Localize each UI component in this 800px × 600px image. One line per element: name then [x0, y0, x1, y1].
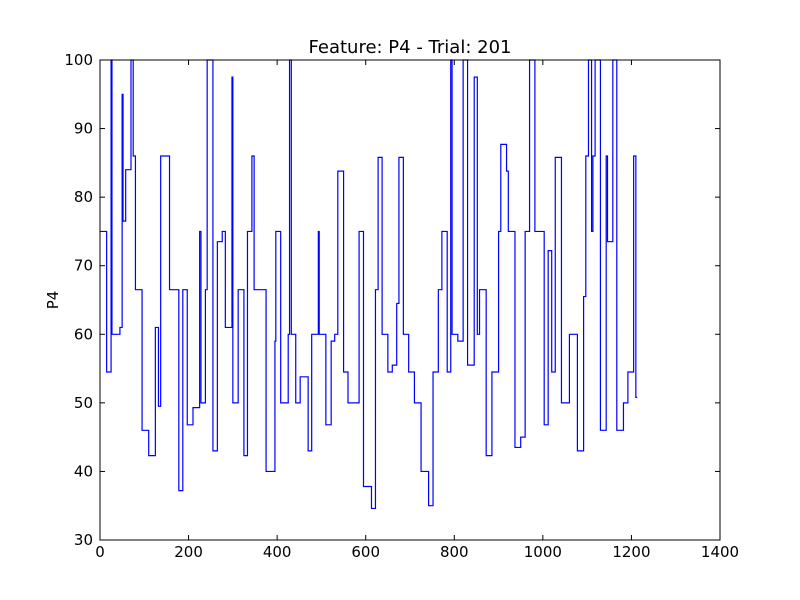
x-tick-label: 200	[174, 543, 203, 561]
x-tick-label: 0	[95, 543, 105, 561]
x-tick-label: 1400	[701, 543, 739, 561]
y-tick-label: 60	[74, 325, 93, 343]
y-tick-label: 90	[74, 120, 93, 138]
series-line-p4	[100, 59, 638, 510]
x-tick-label: 400	[263, 543, 292, 561]
x-tick-label: 1200	[612, 543, 650, 561]
y-axis-label: P4	[44, 291, 62, 310]
y-tick-label: 100	[64, 51, 93, 69]
x-tick-label: 1000	[524, 543, 562, 561]
y-tick-label: 40	[74, 462, 93, 480]
y-tick-label: 30	[74, 531, 93, 549]
x-tick-label: 800	[440, 543, 469, 561]
y-tick-label: 80	[74, 188, 93, 206]
chart-title: Feature: P4 - Trial: 201	[309, 37, 512, 58]
plot-area	[100, 59, 638, 510]
axis-ticks: 0 200 400 600 800 1000 1200 1400 30 40 50 60 70 80 90 1…	[64, 51, 739, 561]
axes-frame	[99, 59, 721, 541]
y-tick-label: 50	[74, 394, 93, 412]
y-tick-label: 70	[74, 257, 93, 275]
x-tick-label: 600	[351, 543, 380, 561]
